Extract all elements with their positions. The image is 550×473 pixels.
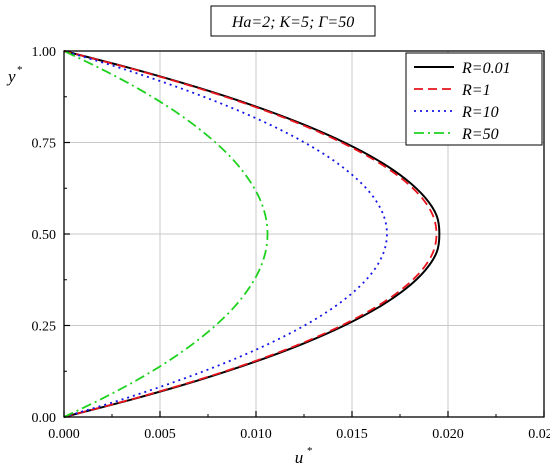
y-tick-label: 0.00	[32, 411, 57, 426]
y-tick-label: 0.50	[32, 228, 57, 243]
legend-box	[405, 52, 543, 146]
x-tick-label: 0.005	[144, 427, 176, 442]
legend-label: R=10	[461, 104, 499, 121]
y-tick-label: 0.75	[32, 137, 57, 152]
series-line-2	[63, 50, 438, 418]
x-tick-label: 0.010	[240, 427, 272, 442]
series-lines	[63, 50, 441, 418]
x-tick-label: 0.025	[528, 427, 550, 442]
chart-title: Ha=2; K=5; Γ=50	[231, 14, 354, 31]
legend-label: R=0.01	[461, 60, 511, 77]
ticks: 0.000 0.005 0.010 0.015 0.020 0.025 0.00 0.25 0.…	[32, 45, 550, 442]
x-tick-label: 0.015	[336, 427, 368, 442]
x-axis-label-sup: *	[307, 445, 313, 457]
legend: R=0.01 R=1 R=10 R=50	[405, 52, 543, 146]
y-axis-label: y	[6, 67, 16, 86]
y-tick-label: 0.25	[32, 320, 57, 335]
y-tick-label: 1.00	[32, 45, 57, 60]
x-tick-label: 0.020	[432, 427, 464, 442]
legend-label: R=1	[461, 82, 491, 99]
series-line-4	[63, 50, 269, 418]
y-axis-label-sup: *	[17, 64, 23, 76]
x-axis-label: u	[295, 448, 304, 467]
legend-label: R=50	[461, 126, 499, 143]
x-tick-label: 0.000	[48, 427, 80, 442]
title-box	[210, 5, 376, 37]
